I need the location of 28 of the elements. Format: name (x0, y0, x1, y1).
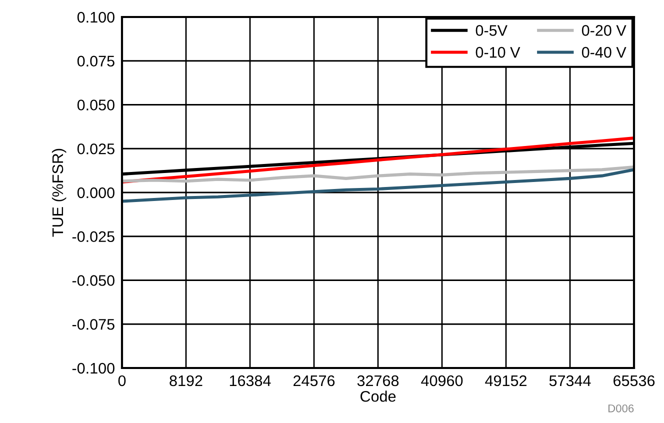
x-tick-label: 32768 (357, 375, 399, 386)
y-tick-label: -0.075 (72, 318, 114, 330)
line-series (122, 136, 634, 184)
x-axis-title: Code (360, 390, 396, 402)
x-tick-label: 24576 (294, 375, 335, 386)
x-tick-label: 8192 (170, 375, 202, 386)
y-tick-label: 0.050 (77, 100, 114, 110)
x-tick-label: 57344 (549, 375, 591, 386)
x-tick-label: 65536 (614, 375, 655, 386)
x-tick-label: 0 (118, 375, 126, 386)
y-tick-label: 0.075 (77, 56, 114, 67)
y-tick-label: 0.100 (77, 12, 114, 23)
y-axis-title: TUE (%FSR) (52, 148, 66, 237)
y-tick-label: -0.050 (72, 275, 114, 286)
y-tick-label: 0.025 (77, 143, 114, 154)
x-tick-label: 49152 (485, 375, 526, 386)
x-tick-label: 16384 (230, 375, 271, 386)
legend-label: 0-20 V (582, 25, 626, 36)
legend-label: 0-5V (476, 25, 508, 36)
y-tick-label: -0.100 (72, 362, 114, 374)
text: D006 (608, 404, 634, 412)
line-series (122, 166, 634, 183)
line-series (122, 168, 634, 203)
y-tick-label: 0.000 (77, 187, 114, 198)
y-tick-label: -0.025 (72, 231, 114, 242)
legend-label: 0-40 V (582, 46, 626, 58)
legend-label: 0-10 V (476, 46, 520, 58)
x-tick-label: 40960 (421, 375, 463, 386)
